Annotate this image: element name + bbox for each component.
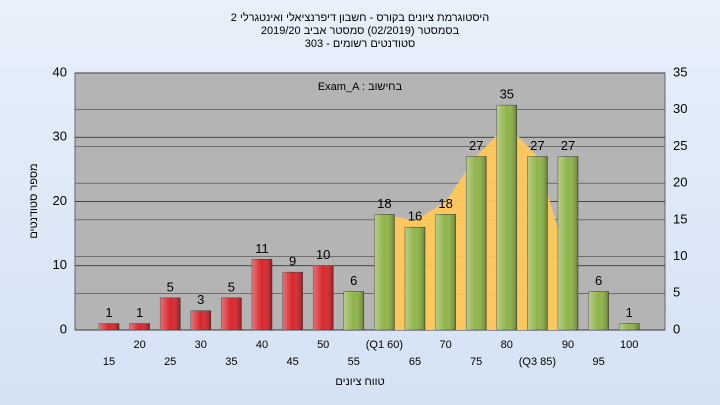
value-label: 27: [469, 138, 483, 153]
bar-shade: [190, 310, 211, 330]
bar-shade: [435, 214, 456, 330]
bar-shade: [343, 291, 364, 330]
y-tick-label: 30: [53, 129, 67, 144]
bar-shade: [374, 214, 395, 330]
bar-shade: [282, 272, 303, 330]
value-label: 1: [626, 305, 633, 320]
x-tick-label: 55: [348, 356, 360, 368]
x-tick-label: 75: [470, 356, 482, 368]
x-tick-label: 35: [225, 356, 237, 368]
y-tick-label: 20: [53, 193, 67, 208]
y2-tick-label: 10: [673, 248, 687, 263]
value-label: 18: [438, 196, 452, 211]
y2-tick-label: 35: [673, 64, 687, 79]
annotation: Exam_A : בחישוב: [318, 81, 403, 93]
y2-tick-label: 30: [673, 101, 687, 116]
bar-shade: [588, 291, 609, 330]
y-tick-label: 40: [53, 64, 67, 79]
value-label: 16: [408, 209, 422, 224]
value-label: 6: [595, 273, 602, 288]
x-tick-label: 65: [409, 356, 421, 368]
value-label: 1: [105, 305, 112, 320]
x-tick-label: (Q3 85): [519, 356, 556, 368]
bar-shade: [558, 156, 578, 330]
x-tick-label: 80: [501, 339, 513, 351]
value-label: 9: [289, 254, 296, 269]
chart-title: היסטוגרמת ציונים בקורס - חשבון דיפרנציאל…: [231, 11, 489, 24]
bar-shade: [221, 297, 242, 330]
value-label: 18: [377, 196, 391, 211]
x-tick-label: 25: [164, 356, 176, 368]
x-tick-label: 90: [562, 339, 574, 351]
value-label: 27: [530, 138, 544, 153]
bar-shade: [129, 323, 150, 330]
y-axis-label: מספר סטודנטים: [28, 163, 40, 238]
x-tick-label: 15: [103, 356, 115, 368]
x-tick-label: 40: [256, 339, 268, 351]
x-axis-label: טווח ציונים: [335, 376, 384, 388]
x-tick-label: (Q1 60): [366, 339, 403, 351]
bar-shade: [496, 105, 517, 330]
value-label: 6: [350, 273, 357, 288]
value-label: 1: [136, 305, 143, 320]
value-label: 3: [197, 292, 204, 307]
value-label: 5: [228, 279, 235, 294]
chart-subtitle: בסמסטר (02/2019) סמסטר אביב 2019/20: [261, 25, 460, 37]
chart-subtitle: סטודנטים רשומים - 303: [305, 38, 416, 50]
y2-tick-label: 25: [673, 138, 687, 153]
value-label: 35: [500, 87, 514, 102]
bar-shade: [252, 259, 272, 330]
x-tick-label: 45: [286, 356, 298, 368]
x-tick-label: 50: [317, 339, 329, 351]
x-tick-label: 100: [620, 339, 638, 351]
x-tick-label: 30: [195, 339, 207, 351]
bar-shade: [619, 323, 640, 330]
value-label: 11: [255, 241, 269, 256]
y2-tick-label: 15: [673, 211, 687, 226]
bar-shade: [313, 265, 334, 330]
bar-shade: [160, 297, 181, 330]
x-tick-label: 95: [592, 356, 604, 368]
bar-shade: [527, 156, 548, 330]
bar-shade: [405, 227, 425, 330]
value-label: 10: [316, 247, 330, 262]
x-tick-label: 70: [439, 339, 451, 351]
y2-tick-label: 20: [673, 175, 687, 190]
x-tick-label: 20: [133, 339, 145, 351]
y2-tick-label: 0: [673, 321, 680, 336]
y-tick-label: 0: [60, 321, 67, 336]
y2-tick-label: 5: [673, 285, 680, 300]
value-label: 5: [167, 279, 174, 294]
bar-shade: [99, 323, 119, 330]
value-label: 27: [561, 138, 575, 153]
bar-shade: [466, 156, 487, 330]
y-tick-label: 10: [53, 257, 67, 272]
